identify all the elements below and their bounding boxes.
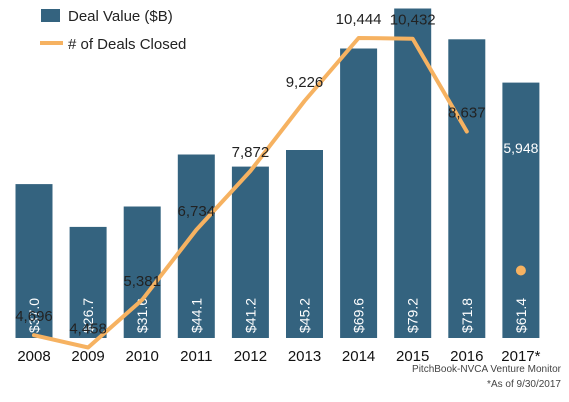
bar-value-label: $26.7 — [80, 298, 96, 333]
bars — [15, 8, 540, 339]
bar-value-label: $79.2 — [405, 298, 421, 333]
bar-value-label: $44.1 — [188, 298, 204, 333]
deal-count-label: 5,381 — [123, 273, 161, 290]
x-tick-label: 2013 — [288, 348, 321, 365]
deal-count-label: 4,458 — [69, 321, 107, 338]
x-tick-label: 2012 — [234, 348, 267, 365]
deal-labels: 4,696 4,458 5,381 6,734 7,872 9,226 10,444 10,4… — [15, 11, 538, 338]
deal-count-label: 7,872 — [232, 144, 270, 161]
x-tick-label: 2008 — [17, 348, 50, 365]
bar-2013 — [286, 150, 323, 338]
x-axis-labels: 2008 2009 2010 2011 2012 2013 2014 2015 2016 2017… — [17, 348, 540, 365]
deal-count-label: 9,226 — [286, 74, 324, 91]
deal-count-label: 5,948 — [503, 140, 538, 156]
x-tick-label: 2015 — [396, 348, 429, 365]
x-tick-label: 2010 — [126, 348, 159, 365]
legend-label-deals-closed: # of Deals Closed — [68, 36, 186, 53]
deal-count-label: 4,696 — [15, 308, 53, 325]
deals-point-2017 — [515, 265, 526, 276]
bar-2009 — [69, 226, 107, 338]
bar-2017 — [502, 82, 540, 338]
x-tick-label: 2014 — [342, 348, 375, 365]
legend: Deal Value ($B) # of Deals Closed — [40, 8, 186, 53]
bar-labels: $37.0 $26.7 $31.6 $44.1 $41.2 $45.2 $69.6 $79.2… — [26, 298, 529, 333]
note-text: *As of 9/30/2017 — [487, 379, 561, 390]
bar-value-label: $31.6 — [134, 298, 150, 333]
bar-2012 — [231, 166, 269, 338]
bar-value-label: $61.4 — [513, 298, 529, 333]
source-text: PitchBook-NVCA Venture Monitor — [412, 364, 562, 375]
bar-2014 — [340, 48, 378, 338]
bar-2008 — [15, 184, 53, 338]
bar-value-label: $41.2 — [242, 298, 258, 333]
deal-count-label: 6,734 — [178, 203, 216, 220]
bar-value-label: $37.0 — [26, 298, 42, 333]
bar-2016 — [448, 39, 486, 339]
deals-line — [32, 36, 469, 350]
deal-count-label: 10,444 — [336, 11, 382, 28]
x-tick-label: 2011 — [180, 348, 212, 365]
deal-count-label: 8,637 — [448, 105, 486, 122]
x-tick-label: 2009 — [71, 348, 104, 365]
legend-swatch-deal-value — [41, 9, 60, 22]
x-tick-label: 2017* — [501, 348, 540, 365]
bar-value-label: $69.6 — [351, 298, 367, 333]
bar-2010 — [123, 206, 161, 338]
deals-line-layer — [32, 36, 526, 350]
bar-value-label: $71.8 — [459, 298, 475, 333]
legend-label-deal-value: Deal Value ($B) — [68, 8, 173, 25]
deal-count-label: 10,432 — [390, 12, 436, 29]
x-tick-label: 2016 — [450, 348, 483, 365]
bar-value-label: $45.2 — [297, 298, 313, 333]
